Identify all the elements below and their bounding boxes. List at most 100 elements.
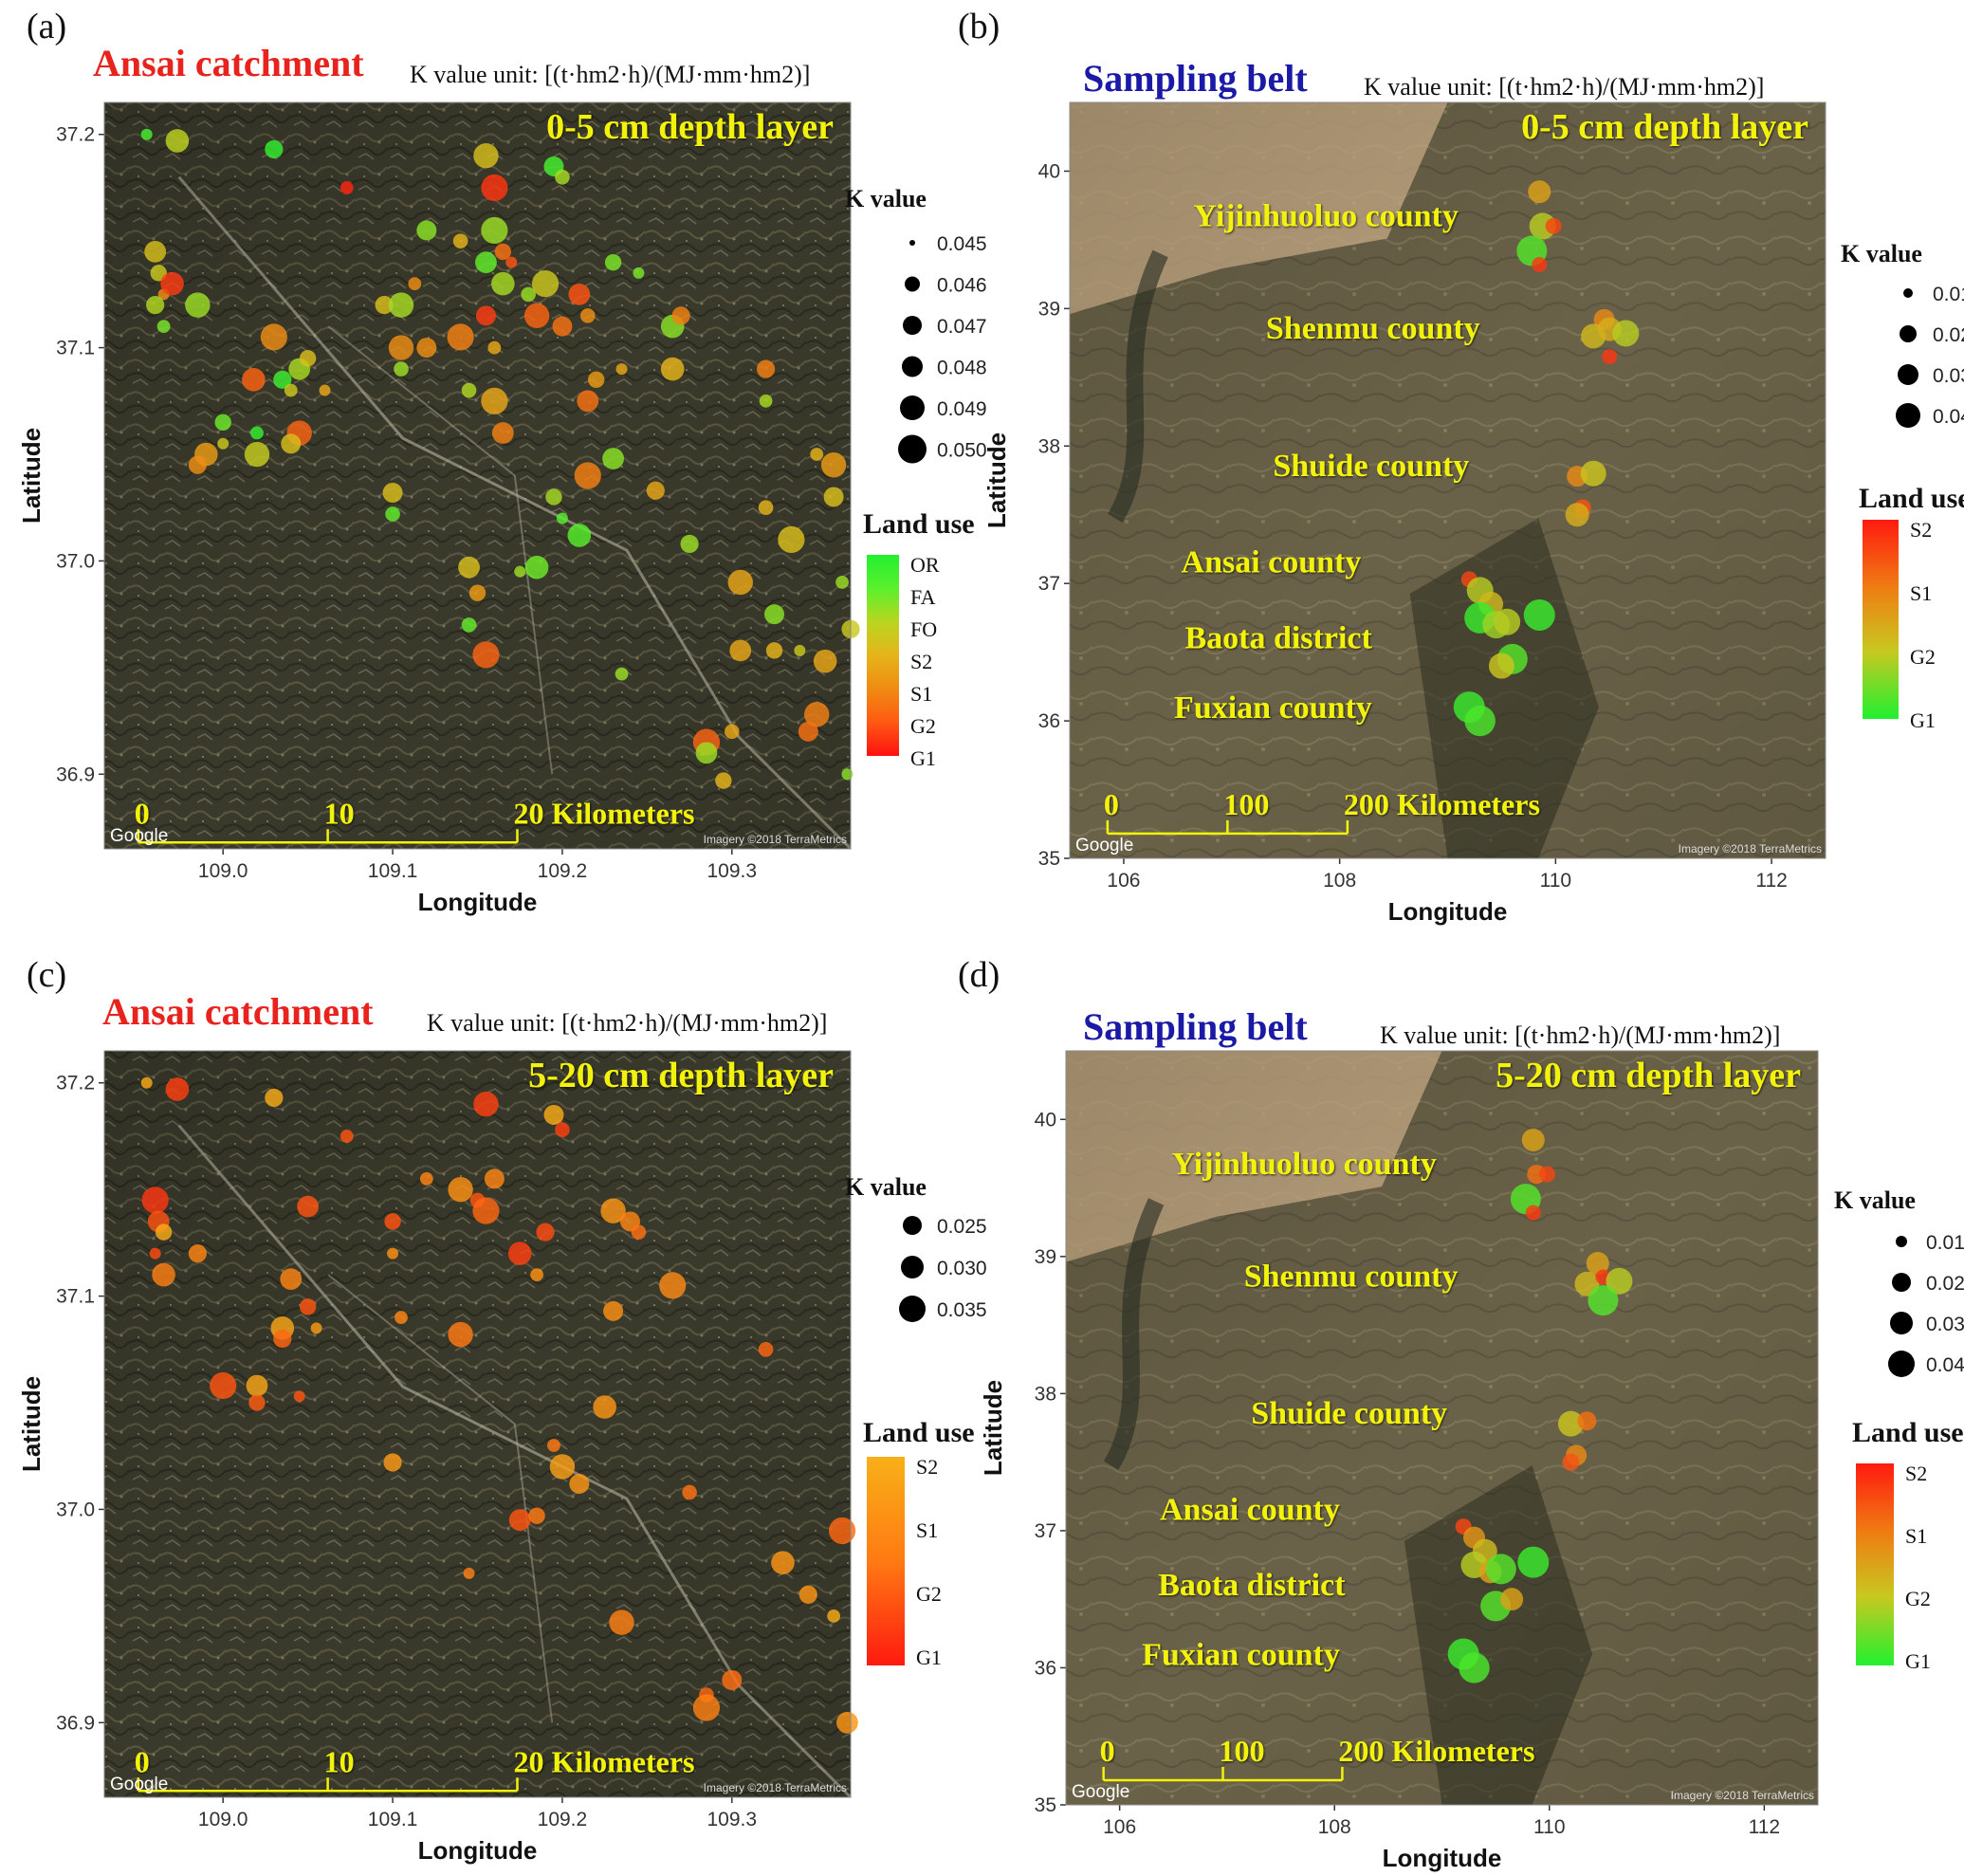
sample-point — [631, 1224, 647, 1240]
y-tick-label: 39 — [1035, 1246, 1056, 1268]
y-tick-label: 38 — [1038, 435, 1060, 457]
sample-point — [1464, 705, 1496, 737]
map-frame — [1069, 101, 1826, 859]
sample-point — [659, 1272, 687, 1299]
sample-point — [759, 394, 773, 408]
imagery-attribution: Imagery ©2018 TerraMetrics — [704, 833, 847, 846]
data-points — [140, 128, 860, 789]
x-axis-label: Longitude — [1383, 1844, 1502, 1872]
sample-point — [188, 1244, 207, 1263]
sample-point — [156, 320, 171, 333]
sample-point — [600, 1198, 626, 1223]
imagery-attribution: Imagery ©2018 TerraMetrics — [704, 1781, 847, 1794]
y-axis-label: Latitude — [982, 432, 1011, 528]
sample-point — [1588, 1285, 1619, 1316]
sample-point — [419, 1172, 433, 1186]
k-legend-label: 0.046 — [937, 275, 987, 297]
panel-c: (c) Ansai catchment K value unit: [(t·hm2·… — [17, 955, 987, 1865]
sample-point — [394, 361, 409, 377]
sample-point — [487, 340, 502, 355]
sample-point — [1500, 1588, 1524, 1611]
map-area — [1070, 102, 1826, 858]
sample-point — [146, 296, 165, 315]
place-label: Fuxian county — [1174, 690, 1372, 726]
depth-layer-label: 0-5 cm depth layer — [1521, 107, 1808, 147]
land-use-label: FA — [910, 585, 936, 609]
sample-point — [567, 524, 592, 547]
sample-point — [481, 387, 508, 414]
land-use-label: S2 — [1905, 1462, 1927, 1485]
place-label: Fuxian county — [1142, 1638, 1340, 1673]
sample-point — [758, 500, 774, 516]
sample-point — [555, 169, 570, 185]
k-legend-title: K value — [845, 185, 927, 212]
x-tick-label: 110 — [1533, 1816, 1565, 1838]
y-tick-label: 40 — [1038, 160, 1060, 182]
land-use-label: S1 — [910, 682, 932, 706]
y-tick-label: 37.1 — [56, 338, 95, 359]
sample-point — [152, 1262, 175, 1287]
scale-bar: 0 100 200 Kilometers — [1104, 787, 1540, 836]
x-tick-label: 109.1 — [368, 1809, 418, 1830]
google-attribution: Google — [1075, 836, 1133, 855]
sample-point — [507, 1241, 532, 1265]
sample-point — [149, 1247, 161, 1260]
sample-point — [340, 181, 354, 194]
x-axis-label: Longitude — [418, 888, 538, 916]
sample-point — [521, 286, 536, 303]
land-use-label: G2 — [1905, 1587, 1931, 1610]
k-legend-label: 0.03 — [1926, 1314, 1964, 1335]
sample-point — [671, 306, 690, 325]
k-legend-title: K value — [1834, 1186, 1916, 1214]
sample-point — [140, 1076, 153, 1089]
sample-point — [141, 1186, 169, 1214]
land-use-title: Land use — [1852, 1417, 1964, 1448]
land-use-label: G1 — [1910, 708, 1936, 732]
sample-point — [297, 1195, 320, 1218]
sample-point — [1612, 320, 1640, 347]
sample-point — [475, 251, 497, 274]
panel-label: (d) — [958, 955, 1000, 995]
sample-point — [1521, 1128, 1545, 1151]
sample-point — [577, 390, 599, 413]
land-use-colorbar — [867, 1457, 905, 1665]
sample-point — [383, 1453, 402, 1472]
k-legend-title: K value — [1841, 240, 1922, 267]
sample-point — [798, 721, 818, 742]
sample-point — [281, 433, 302, 454]
y-tick-label: 37 — [1038, 573, 1060, 595]
y-tick-label: 36.9 — [56, 763, 95, 785]
panel-a: (a) Ansai catchment K value unit: [(t·hm2·… — [17, 7, 987, 916]
sample-point — [1539, 1166, 1556, 1183]
panel-label: (a) — [27, 7, 66, 46]
sample-point — [375, 296, 394, 315]
sample-point — [165, 1077, 190, 1101]
k-legend-symbol — [903, 316, 922, 335]
land-use-title: Land use — [863, 508, 975, 540]
sample-point — [481, 216, 508, 245]
sample-point — [593, 1395, 616, 1419]
place-label: Shenmu county — [1244, 1260, 1459, 1295]
sample-point — [384, 1213, 401, 1230]
k-legend-symbol — [899, 1296, 926, 1322]
map-frame — [1065, 1050, 1819, 1806]
sample-point — [724, 724, 740, 740]
y-tick-label: 37.2 — [56, 124, 95, 146]
land-use-title: Land use — [863, 1417, 975, 1448]
sample-point — [729, 639, 752, 662]
scale-label: 200 Kilometers — [1344, 787, 1540, 821]
sample-point — [144, 241, 167, 263]
sample-point — [210, 1371, 237, 1400]
google-attribution: Google — [110, 1775, 168, 1794]
sample-point — [835, 576, 849, 589]
k-legend-symbol — [905, 276, 920, 292]
sample-point — [1532, 256, 1548, 272]
sample-point — [827, 1609, 841, 1623]
scale-bar: 0 10 20 Kilometers — [135, 796, 695, 844]
sample-point — [481, 174, 508, 202]
sample-point — [804, 702, 830, 727]
sample-point — [1545, 217, 1562, 234]
sample-point — [545, 488, 562, 506]
place-label: Yijinhuoluo county — [1194, 198, 1459, 233]
sample-point — [214, 414, 231, 431]
